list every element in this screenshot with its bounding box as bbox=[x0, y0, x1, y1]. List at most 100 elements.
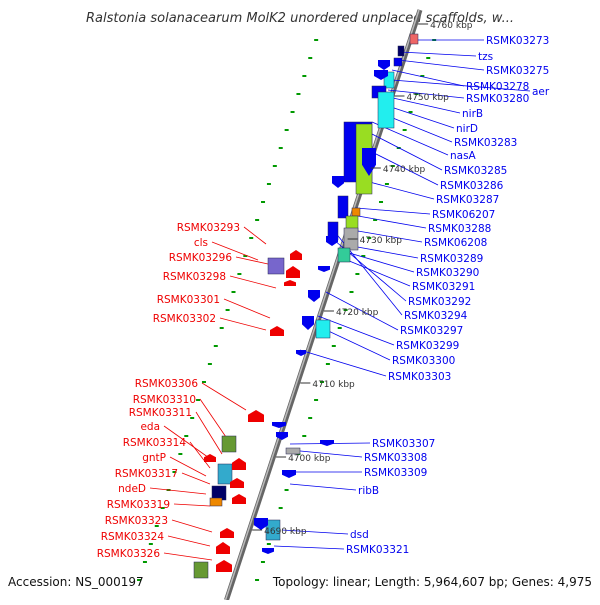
minus-strand-arrow bbox=[284, 280, 296, 286]
minus-gene-label: RSMK03302 bbox=[153, 313, 216, 325]
minus-strand-arrow bbox=[204, 454, 216, 462]
plus-gene-label: ribB bbox=[358, 485, 379, 497]
plus-label-leader bbox=[399, 51, 477, 57]
plus-gene-label: RSMK06207 bbox=[432, 209, 495, 221]
minus-gene-label: RSMK03296 bbox=[169, 252, 233, 264]
minus-label-leader bbox=[219, 317, 267, 331]
plus-gene-label: RSMK03287 bbox=[436, 194, 499, 206]
minus-gene-label: RSMK03311 bbox=[129, 407, 192, 419]
minus-label-leader bbox=[189, 441, 211, 469]
plus-label-leader bbox=[351, 245, 419, 259]
plus-gene-label: RSMK03308 bbox=[364, 452, 427, 464]
gene-box bbox=[267, 257, 285, 275]
plus-strand-arrow bbox=[262, 548, 274, 554]
plus-label-leader bbox=[289, 483, 357, 491]
scale-label: 4700 kbp bbox=[288, 454, 331, 464]
label-leader-lines bbox=[149, 39, 531, 561]
gene-box bbox=[337, 195, 349, 219]
plus-strand-arrow bbox=[272, 422, 286, 428]
plus-gene-label: nirB bbox=[462, 108, 483, 120]
plus-gene-label: RSMK03283 bbox=[454, 137, 517, 149]
gene-box bbox=[285, 447, 301, 455]
scale-label: 4720 kbp bbox=[336, 308, 379, 318]
minus-label-leader bbox=[243, 226, 267, 245]
gene-box bbox=[209, 497, 223, 507]
gene-box bbox=[221, 435, 237, 453]
plus-gene-label: nasA bbox=[450, 150, 477, 162]
plus-label-leader bbox=[391, 79, 531, 92]
gene-box bbox=[351, 207, 361, 217]
plus-gene-label: RSMK03292 bbox=[408, 296, 471, 308]
plus-gene-label: RSMK03278 bbox=[466, 81, 529, 93]
minus-strand-labels: RSMK03293 cls RSMK03296 RSMK03298 RSMK03301 R… bbox=[97, 222, 240, 560]
plus-label-leader bbox=[391, 69, 465, 87]
plus-gene-label: RSMK03275 bbox=[486, 65, 549, 77]
minus-label-leader bbox=[173, 503, 211, 507]
accession-text: Accession: NS_000197 bbox=[8, 575, 144, 589]
minus-label-leader bbox=[223, 298, 271, 319]
plus-strand-arrow bbox=[326, 236, 338, 246]
plus-strand-arrow bbox=[374, 70, 388, 80]
plus-label-leader bbox=[355, 207, 431, 215]
plus-label-leader bbox=[383, 95, 461, 114]
plus-label-leader bbox=[367, 149, 439, 186]
plus-label-leader bbox=[289, 449, 363, 458]
plus-gene-label: RSMK03290 bbox=[416, 267, 479, 279]
gene-box bbox=[265, 519, 281, 541]
plus-gene-label: RSMK03303 bbox=[388, 371, 451, 383]
plus-gene-label: RSMK03321 bbox=[346, 544, 409, 556]
plus-gene-label: RSMK03273 bbox=[486, 35, 549, 47]
minus-label-leader bbox=[199, 398, 229, 441]
minus-strand-arrow bbox=[232, 458, 246, 470]
plus-label-leader bbox=[329, 225, 403, 316]
plus-strand-arrow bbox=[332, 176, 344, 188]
minus-label-leader bbox=[211, 241, 259, 261]
minus-strand-arrow bbox=[216, 560, 232, 572]
minus-strand-arrow bbox=[220, 528, 234, 538]
minus-gene-label: eda bbox=[140, 421, 160, 433]
plus-gene-label: RSMK03300 bbox=[392, 355, 455, 367]
plus-label-leader bbox=[299, 349, 387, 377]
plus-gene-label: RSMK03294 bbox=[404, 310, 468, 322]
minus-strand-arrow bbox=[286, 266, 300, 278]
plus-label-leader bbox=[321, 327, 391, 361]
plus-gene-label: RSMK03280 bbox=[466, 93, 529, 105]
plus-strand-arrow bbox=[362, 148, 376, 176]
plus-strand-arrow bbox=[308, 290, 320, 302]
plus-label-leader bbox=[345, 251, 415, 273]
kbp-scale: 4760 kbp 4750 kbp 4740 kbp 4730 kbp 4720 kbp… bbox=[252, 21, 473, 537]
minus-gene-label: RSMK03306 bbox=[135, 378, 199, 390]
plus-label-leader bbox=[371, 133, 443, 171]
minus-gene-label: RSMK03319 bbox=[107, 499, 170, 511]
minus-gene-label: ndeD bbox=[118, 483, 146, 495]
plus-strand-arrow bbox=[378, 60, 390, 70]
plus-label-leader bbox=[361, 179, 435, 200]
gene-box bbox=[393, 57, 403, 67]
plus-strand-arrow bbox=[320, 440, 334, 446]
plus-gene-label: RSMK03286 bbox=[440, 180, 504, 192]
minus-strand-arrow bbox=[248, 410, 264, 422]
minus-gene-label: RSMK03326 bbox=[97, 548, 161, 560]
minus-strand-arrow bbox=[216, 542, 230, 554]
scale-label: 4740 kbp bbox=[383, 165, 426, 175]
scale-label: 4750 kbp bbox=[406, 93, 449, 103]
minus-label-leader bbox=[181, 472, 211, 485]
minus-gene-label: RSMK03317 bbox=[115, 468, 178, 480]
gene-box bbox=[337, 247, 351, 263]
minus-gene-label: RSMK03301 bbox=[157, 294, 220, 306]
plus-gene-label: RSMK03299 bbox=[396, 340, 459, 352]
scale-label: 4710 kbp bbox=[312, 380, 355, 390]
minus-gene-label: RSMK03323 bbox=[105, 515, 168, 527]
minus-label-leader bbox=[201, 382, 247, 411]
plus-gene-label: RSMK03309 bbox=[364, 467, 427, 479]
minus-label-leader bbox=[195, 411, 223, 455]
plus-gene-label: RSMK03285 bbox=[444, 165, 507, 177]
minus-label-leader bbox=[171, 519, 213, 533]
plus-label-leader bbox=[357, 215, 427, 229]
map-title: Ralstonia solanacearum MolK2 unordered u… bbox=[86, 11, 514, 26]
genome-summary-text: Topology: linear; Length: 5,964,607 bp; … bbox=[272, 575, 592, 589]
scale-label: 4730 kbp bbox=[360, 236, 403, 246]
plus-label-leader bbox=[341, 257, 411, 287]
